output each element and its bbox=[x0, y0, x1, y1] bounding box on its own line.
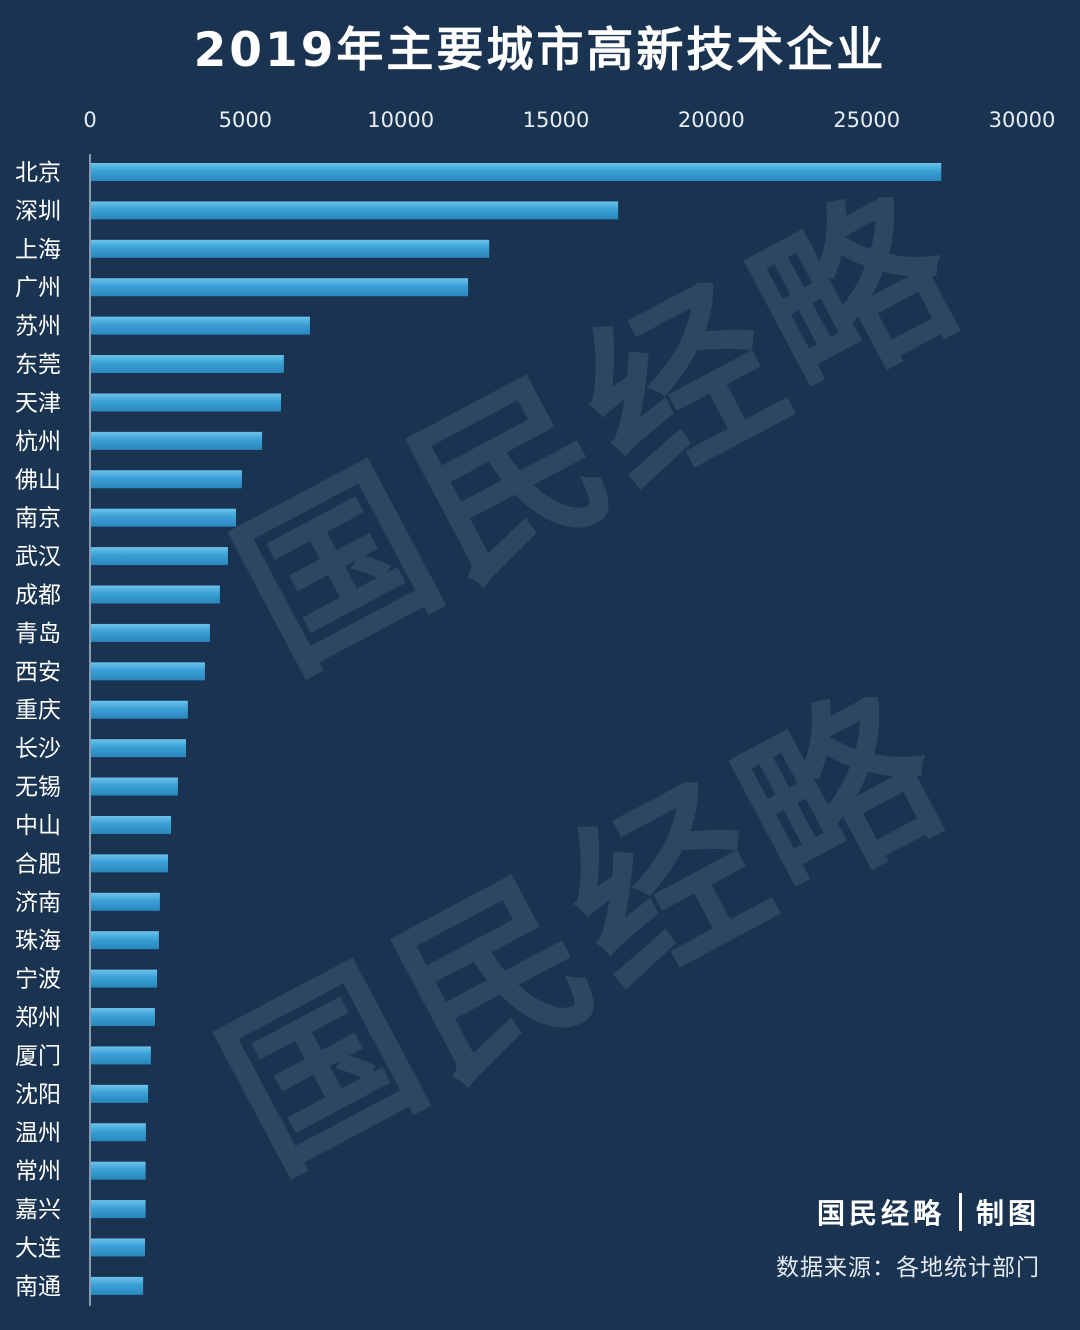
bar-上海 bbox=[91, 239, 490, 258]
category-label: 长沙 bbox=[15, 736, 61, 762]
bar-西安 bbox=[91, 662, 205, 681]
x-tick-label: 10000 bbox=[367, 108, 434, 132]
category-label: 南京 bbox=[15, 506, 61, 532]
category-label: 东莞 bbox=[15, 352, 61, 378]
bar-嘉兴 bbox=[91, 1200, 146, 1219]
bar-青岛 bbox=[91, 623, 210, 642]
category-label: 南通 bbox=[15, 1274, 61, 1300]
chart-title: 2019年主要城市高新技术企业 bbox=[193, 23, 887, 78]
category-label: 佛山 bbox=[15, 467, 61, 493]
bar-合肥 bbox=[91, 854, 168, 873]
category-label: 沈阳 bbox=[15, 1082, 61, 1108]
bar-宁波 bbox=[91, 969, 158, 988]
bar-重庆 bbox=[91, 700, 188, 719]
bar-北京 bbox=[91, 163, 942, 181]
x-tick-label: 30000 bbox=[989, 108, 1056, 132]
bar-天津 bbox=[91, 393, 282, 412]
category-label: 天津 bbox=[15, 390, 61, 416]
bar-武汉 bbox=[91, 547, 228, 566]
bar-温州 bbox=[91, 1123, 146, 1142]
category-label: 上海 bbox=[15, 237, 61, 263]
bar-广州 bbox=[91, 278, 469, 297]
brand-credit: 制图 bbox=[975, 1197, 1040, 1230]
x-tick-label: 5000 bbox=[219, 108, 272, 132]
bar-苏州 bbox=[91, 316, 310, 335]
bar-东莞 bbox=[91, 355, 284, 374]
bar-南京 bbox=[91, 508, 237, 527]
brand-name: 国民经略 bbox=[816, 1197, 945, 1230]
category-label: 深圳 bbox=[15, 198, 61, 224]
x-tick-label: 15000 bbox=[523, 108, 590, 132]
category-label: 厦门 bbox=[15, 1043, 61, 1069]
category-label: 北京 bbox=[15, 160, 61, 186]
category-label: 杭州 bbox=[15, 429, 61, 455]
bar-成都 bbox=[91, 585, 220, 604]
data-source: 数据来源：各地统计部门 bbox=[776, 1255, 1040, 1281]
category-label: 苏州 bbox=[15, 314, 61, 340]
x-tick-label: 0 bbox=[83, 108, 96, 132]
bar-杭州 bbox=[91, 431, 263, 450]
category-label: 西安 bbox=[15, 659, 61, 685]
category-label: 济南 bbox=[15, 890, 61, 916]
y-axis: 北京深圳上海广州苏州东莞天津杭州佛山南京武汉成都青岛西安重庆长沙无锡中山合肥济南… bbox=[15, 160, 61, 1300]
bar-济南 bbox=[91, 892, 160, 911]
category-label: 常州 bbox=[15, 1159, 61, 1185]
bar-郑州 bbox=[91, 1008, 155, 1027]
category-label: 嘉兴 bbox=[15, 1197, 61, 1223]
category-label: 温州 bbox=[15, 1120, 61, 1146]
bar-常州 bbox=[91, 1161, 146, 1180]
bar-中山 bbox=[91, 815, 172, 834]
bar-无锡 bbox=[91, 777, 178, 796]
category-label: 中山 bbox=[15, 813, 61, 839]
x-tick-label: 25000 bbox=[833, 108, 900, 132]
category-label: 大连 bbox=[15, 1235, 61, 1261]
bar-大连 bbox=[91, 1238, 145, 1257]
bar-南通 bbox=[91, 1276, 144, 1295]
bar-深圳 bbox=[91, 201, 619, 220]
bar-厦门 bbox=[91, 1046, 151, 1065]
brand-separator bbox=[958, 1193, 962, 1231]
category-label: 合肥 bbox=[15, 851, 61, 877]
x-tick-label: 20000 bbox=[678, 108, 745, 132]
brand-signature: 国民经略 制图 bbox=[817, 1190, 1040, 1234]
bar-沈阳 bbox=[91, 1084, 149, 1103]
bar-长沙 bbox=[91, 739, 186, 758]
category-label: 武汉 bbox=[15, 544, 61, 570]
category-label: 青岛 bbox=[15, 621, 61, 647]
category-label: 郑州 bbox=[15, 1005, 61, 1031]
category-label: 宁波 bbox=[15, 967, 61, 993]
category-label: 珠海 bbox=[15, 928, 61, 954]
category-label: 重庆 bbox=[15, 698, 61, 724]
category-label: 广州 bbox=[15, 275, 61, 301]
bar-佛山 bbox=[91, 470, 242, 489]
bars-group bbox=[91, 163, 942, 1295]
category-label: 无锡 bbox=[15, 775, 61, 801]
category-label: 成都 bbox=[15, 583, 61, 609]
bar-珠海 bbox=[91, 931, 159, 950]
x-axis: 0 5000 10000 15000 20000 25000 30000 bbox=[83, 108, 1055, 1306]
